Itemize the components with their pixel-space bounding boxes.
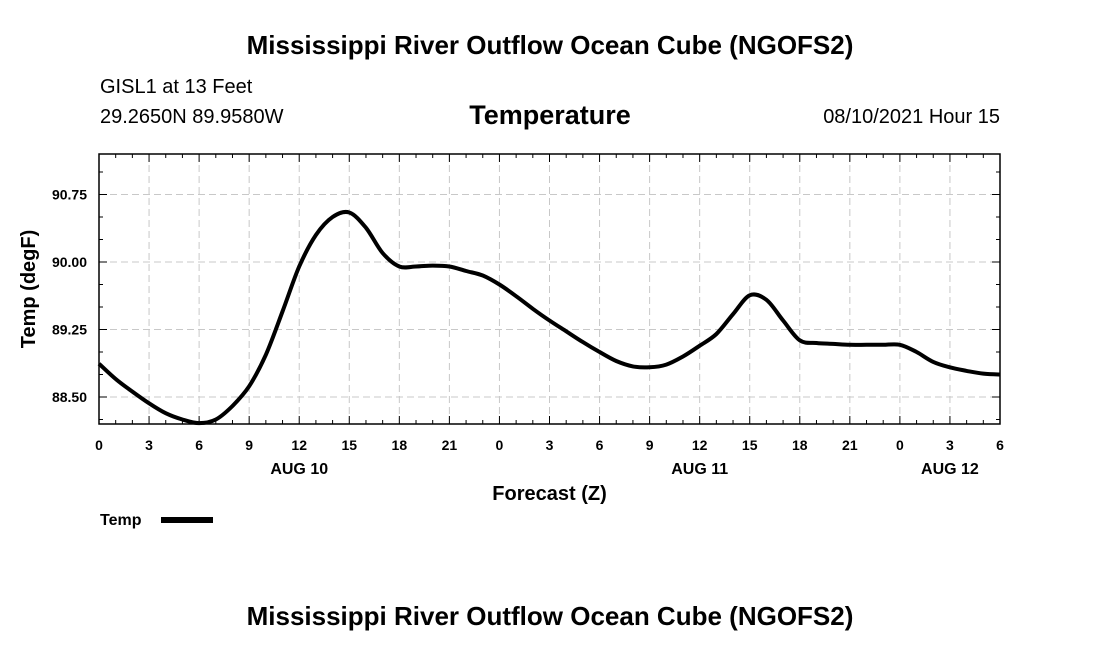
chart-grid [99, 154, 1000, 424]
x-tick-label: 3 [946, 437, 954, 453]
series-line-temp [97, 209, 1001, 426]
x-tick-label: 0 [496, 437, 504, 453]
x-tick-label: 12 [692, 437, 708, 453]
y-tick-label: 90.00 [52, 254, 87, 270]
x-tick-label: 0 [95, 437, 103, 453]
x-tick-label: 6 [596, 437, 604, 453]
chart-series [97, 209, 1001, 426]
x-tick-label: 15 [341, 437, 357, 453]
station-coordinates: 29.2650N 89.9580W [100, 106, 284, 128]
forecast-datetime: 08/10/2021 Hour 15 [823, 106, 1000, 128]
x-tick-label: 3 [145, 437, 153, 453]
x-tick-label: 18 [392, 437, 408, 453]
x-tick-label: 15 [742, 437, 758, 453]
y-axis-ticks: 88.50 89.25 90.00 90.75 [52, 171, 1000, 420]
x-tick-label: 12 [291, 437, 307, 453]
variable-title: Temperature [469, 100, 631, 130]
x-tick-label: 21 [442, 437, 458, 453]
date-label: AUG 12 [921, 461, 979, 478]
x-axis-label: Forecast (Z) [492, 483, 606, 505]
x-tick-label: 18 [792, 437, 808, 453]
legend-label: Temp [100, 512, 142, 529]
page-title: Mississippi River Outflow Ocean Cube (NG… [246, 30, 854, 60]
x-axis-ticks: 0 3 6 9 12 15 18 21 0 3 6 9 12 15 18 21 0 3 6 AUG 10 AUG 11 A… [95, 154, 1004, 478]
x-tick-label: 6 [996, 437, 1004, 453]
x-tick-label: 3 [546, 437, 554, 453]
y-tick-label: 90.75 [52, 187, 87, 203]
y-tick-label: 88.50 [52, 389, 87, 405]
date-label: AUG 10 [270, 461, 328, 478]
x-tick-label: 9 [646, 437, 654, 453]
y-axis-label: Temp (degF) [18, 230, 40, 349]
y-tick-label: 89.25 [52, 322, 87, 338]
date-label: AUG 11 [671, 461, 728, 478]
x-tick-label: 0 [896, 437, 904, 453]
station-label: GISL1 at 13 Feet [100, 76, 253, 98]
x-tick-label: 6 [195, 437, 203, 453]
x-tick-label: 21 [842, 437, 858, 453]
x-tick-label: 9 [245, 437, 253, 453]
footer-title: Mississippi River Outflow Ocean Cube (NG… [246, 601, 854, 631]
legend: Temp [100, 512, 213, 529]
